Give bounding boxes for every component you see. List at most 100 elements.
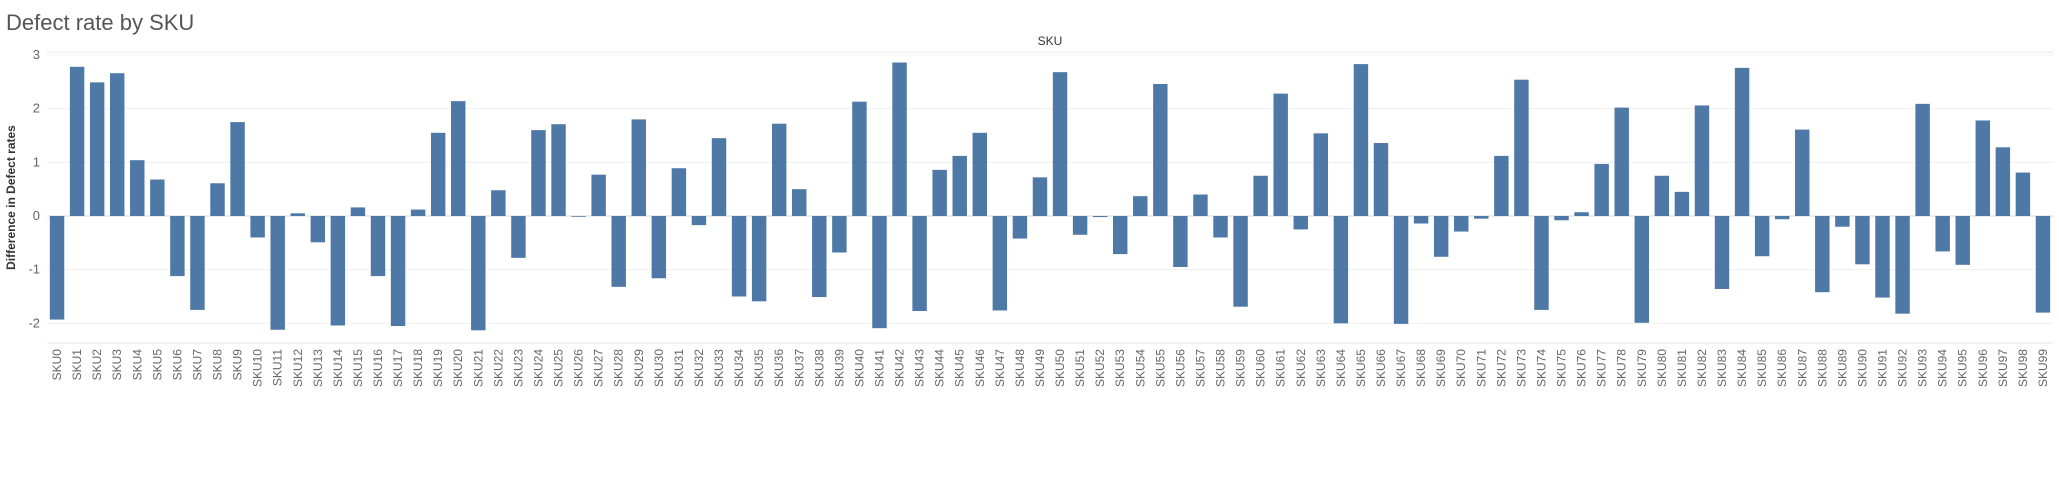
bar-sku20[interactable]	[451, 101, 466, 216]
bar-sku30[interactable]	[651, 216, 667, 279]
bar-sku85[interactable]	[1754, 216, 1770, 257]
bar-sku53[interactable]	[1112, 216, 1128, 255]
bar-sku98[interactable]	[2015, 172, 2031, 216]
bar-sku84[interactable]	[1734, 67, 1750, 216]
bar-sku96[interactable]	[1975, 120, 1991, 216]
bar-sku32[interactable]	[691, 216, 707, 226]
bar-sku15[interactable]	[350, 207, 366, 216]
bar-sku70[interactable]	[1454, 216, 1469, 232]
bar-sku37[interactable]	[792, 189, 807, 216]
bar-sku50[interactable]	[1052, 72, 1068, 216]
bar-sku35[interactable]	[751, 216, 767, 302]
bar-sku25[interactable]	[551, 124, 566, 216]
bar-sku82[interactable]	[1694, 105, 1710, 216]
bar-sku6[interactable]	[170, 216, 185, 277]
bar-sku58[interactable]	[1213, 216, 1228, 238]
bar-sku2[interactable]	[89, 82, 105, 217]
bar-sku66[interactable]	[1373, 143, 1389, 216]
bar-sku44[interactable]	[932, 169, 947, 216]
bar-sku93[interactable]	[1915, 103, 1930, 216]
bar-sku61[interactable]	[1273, 93, 1288, 216]
bar-sku13[interactable]	[310, 216, 326, 243]
bar-sku52[interactable]	[1092, 216, 1108, 218]
bar-sku94[interactable]	[1935, 216, 1950, 252]
bar-sku97[interactable]	[1995, 147, 2011, 216]
bar-sku4[interactable]	[130, 160, 145, 216]
bar-sku43[interactable]	[912, 216, 927, 311]
bar-sku95[interactable]	[1955, 216, 1970, 265]
bar-sku14[interactable]	[330, 216, 346, 326]
bar-sku89[interactable]	[1835, 216, 1850, 227]
bar-sku1[interactable]	[69, 66, 85, 216]
bar-sku5[interactable]	[150, 179, 165, 216]
bar-sku67[interactable]	[1393, 216, 1409, 324]
bar-sku72[interactable]	[1494, 155, 1509, 216]
bar-sku31[interactable]	[671, 168, 687, 216]
bar-sku92[interactable]	[1895, 216, 1910, 314]
bar-sku9[interactable]	[230, 122, 245, 216]
bar-sku18[interactable]	[410, 209, 426, 216]
bar-sku0[interactable]	[49, 216, 65, 320]
bar-sku41[interactable]	[872, 216, 887, 329]
bar-sku62[interactable]	[1293, 216, 1308, 230]
bar-sku38[interactable]	[812, 216, 827, 298]
bar-sku24[interactable]	[531, 130, 546, 216]
bar-sku40[interactable]	[852, 101, 867, 216]
bar-sku27[interactable]	[591, 174, 606, 216]
bar-sku42[interactable]	[892, 62, 907, 217]
bar-sku55[interactable]	[1153, 83, 1168, 216]
bar-sku74[interactable]	[1534, 216, 1549, 310]
bar-sku21[interactable]	[471, 216, 486, 331]
bar-sku56[interactable]	[1173, 216, 1188, 267]
bar-sku39[interactable]	[832, 216, 847, 253]
bar-sku33[interactable]	[711, 138, 727, 216]
bar-sku77[interactable]	[1594, 163, 1609, 216]
bar-sku86[interactable]	[1774, 216, 1790, 220]
bar-sku81[interactable]	[1674, 191, 1690, 216]
bar-sku75[interactable]	[1554, 216, 1569, 221]
bar-sku19[interactable]	[430, 132, 446, 216]
bar-sku8[interactable]	[210, 183, 225, 216]
bar-sku65[interactable]	[1353, 64, 1369, 217]
bar-sku63[interactable]	[1313, 133, 1329, 216]
bar-sku11[interactable]	[270, 216, 285, 330]
bar-sku69[interactable]	[1433, 216, 1449, 257]
bar-sku54[interactable]	[1133, 196, 1148, 216]
bar-sku59[interactable]	[1233, 216, 1248, 307]
bar-sku51[interactable]	[1072, 216, 1088, 235]
bar-sku47[interactable]	[992, 216, 1008, 311]
bar-sku34[interactable]	[731, 216, 747, 297]
bar-sku46[interactable]	[972, 132, 988, 216]
bar-sku90[interactable]	[1855, 216, 1870, 265]
bar-sku87[interactable]	[1795, 129, 1810, 216]
bar-sku48[interactable]	[1012, 216, 1028, 239]
bar-sku16[interactable]	[370, 216, 386, 277]
bar-sku60[interactable]	[1253, 175, 1268, 216]
bar-sku29[interactable]	[631, 119, 646, 216]
bar-sku80[interactable]	[1654, 175, 1670, 216]
bar-sku83[interactable]	[1714, 216, 1730, 289]
bar-sku88[interactable]	[1815, 216, 1830, 293]
bar-sku17[interactable]	[390, 216, 406, 327]
bar-sku73[interactable]	[1514, 79, 1529, 216]
bar-sku22[interactable]	[491, 190, 506, 216]
bar-sku28[interactable]	[611, 216, 626, 287]
bar-sku36[interactable]	[771, 123, 787, 216]
bar-sku26[interactable]	[571, 216, 586, 217]
bar-sku71[interactable]	[1474, 216, 1489, 219]
bar-sku45[interactable]	[952, 155, 967, 216]
bar-sku78[interactable]	[1614, 107, 1629, 216]
bar-sku23[interactable]	[511, 216, 526, 258]
bar-sku91[interactable]	[1875, 216, 1890, 298]
bar-sku57[interactable]	[1193, 194, 1208, 216]
bar-sku68[interactable]	[1413, 216, 1429, 224]
bar-sku99[interactable]	[2035, 216, 2051, 313]
bar-sku7[interactable]	[190, 216, 205, 310]
bar-sku12[interactable]	[290, 213, 305, 216]
bar-sku3[interactable]	[109, 73, 125, 216]
bar-sku79[interactable]	[1634, 216, 1649, 323]
bar-sku64[interactable]	[1333, 216, 1349, 324]
bar-sku10[interactable]	[250, 216, 265, 238]
bar-sku76[interactable]	[1574, 212, 1589, 216]
bar-sku49[interactable]	[1032, 177, 1048, 216]
